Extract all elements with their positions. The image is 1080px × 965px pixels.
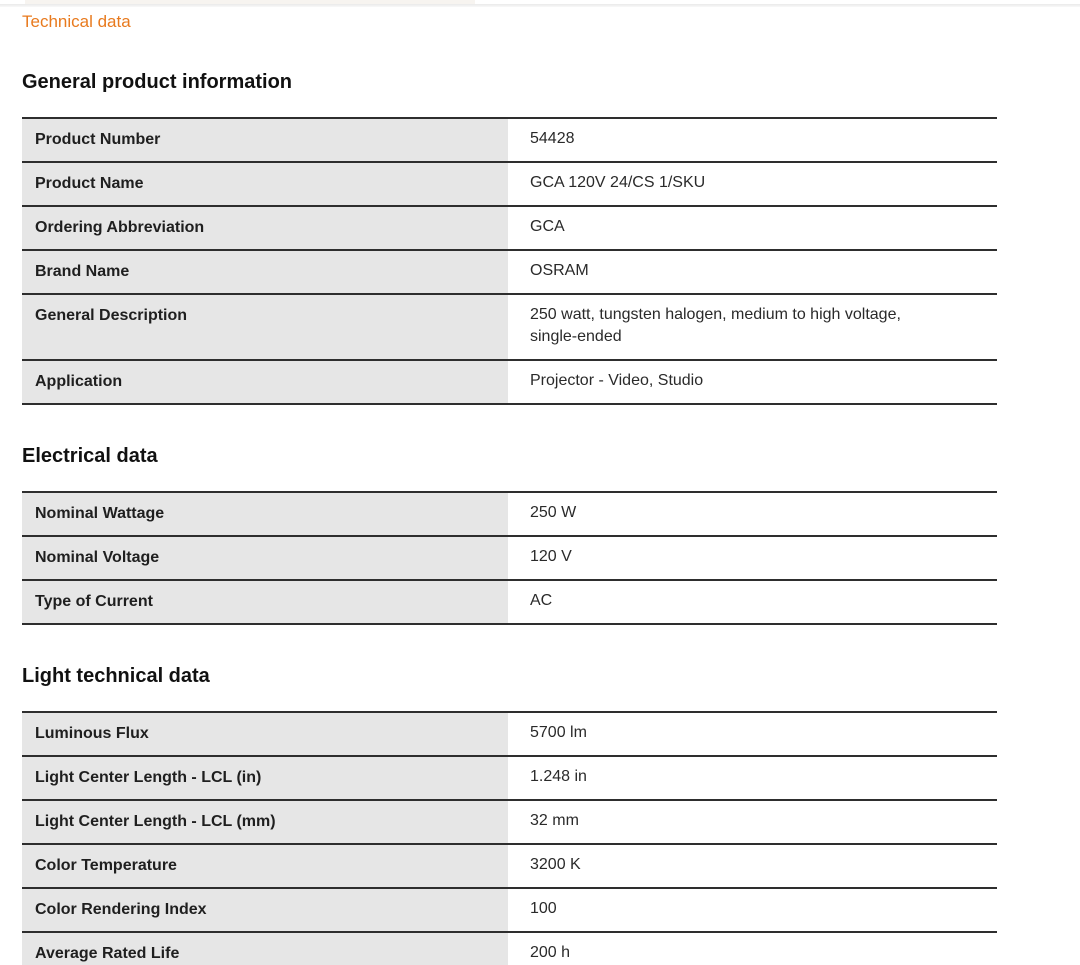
spec-value: 1.248 in: [508, 756, 997, 800]
top-divider: [0, 4, 1080, 7]
table-row: Light Center Length - LCL (in) 1.248 in: [22, 756, 997, 800]
spec-label: Color Rendering Index: [22, 888, 508, 932]
spec-label: Nominal Voltage: [22, 536, 508, 580]
spec-value: 200 h: [508, 932, 997, 965]
spec-value: 54428: [508, 118, 997, 162]
spec-label: Luminous Flux: [22, 712, 508, 756]
table-row: Type of Current AC: [22, 580, 997, 624]
table-row: Ordering Abbreviation GCA: [22, 206, 997, 250]
spec-label: Product Number: [22, 118, 508, 162]
spec-value: 3200 K: [508, 844, 997, 888]
table-row: Average Rated Life 200 h: [22, 932, 997, 965]
table-row: Color Temperature 3200 K: [22, 844, 997, 888]
spec-value: 250 W: [508, 492, 997, 536]
spec-value: AC: [508, 580, 997, 624]
spec-label: Light Center Length - LCL (mm): [22, 800, 508, 844]
spec-label: Average Rated Life: [22, 932, 508, 965]
spec-value: Projector - Video, Studio: [508, 360, 997, 404]
spec-label: Light Center Length - LCL (in): [22, 756, 508, 800]
spec-label: Product Name: [22, 162, 508, 206]
table-row: Nominal Voltage 120 V: [22, 536, 997, 580]
table-row: Product Name GCA 120V 24/CS 1/SKU: [22, 162, 997, 206]
table-row: Light Center Length - LCL (mm) 32 mm: [22, 800, 997, 844]
section-heading-general-product-information: General product information: [22, 71, 293, 93]
table-row: Nominal Wattage 250 W: [22, 492, 997, 536]
spec-label: Color Temperature: [22, 844, 508, 888]
spec-value: 5700 lm: [508, 712, 997, 756]
spec-value: OSRAM: [508, 250, 997, 294]
technical-data-link[interactable]: Technical data: [22, 12, 131, 31]
electrical-data-table: Nominal Wattage 250 W Nominal Voltage 12…: [22, 491, 997, 625]
spec-value: 32 mm: [508, 800, 997, 844]
spec-label: Type of Current: [22, 580, 508, 624]
spec-label: General Description: [22, 294, 508, 360]
table-row: Application Projector - Video, Studio: [22, 360, 997, 404]
spec-value: 250 watt, tungsten halogen, medium to hi…: [508, 294, 997, 360]
spec-value: GCA: [508, 206, 997, 250]
spec-label: Ordering Abbreviation: [22, 206, 508, 250]
table-row: Brand Name OSRAM: [22, 250, 997, 294]
table-row: Luminous Flux 5700 lm: [22, 712, 997, 756]
section-heading-electrical-data: Electrical data: [22, 445, 158, 467]
spec-label: Brand Name: [22, 250, 508, 294]
table-row: Product Number 54428: [22, 118, 997, 162]
clipped-content-fragment: [25, 0, 475, 4]
content-area: Technical data General product informati…: [22, 0, 997, 965]
light-technical-data-table: Luminous Flux 5700 lm Light Center Lengt…: [22, 711, 997, 965]
spec-value: 120 V: [508, 536, 997, 580]
spec-value: 100: [508, 888, 997, 932]
spec-value: GCA 120V 24/CS 1/SKU: [508, 162, 997, 206]
table-row: General Description 250 watt, tungsten h…: [22, 294, 997, 360]
spec-label: Application: [22, 360, 508, 404]
spec-label: Nominal Wattage: [22, 492, 508, 536]
section-heading-light-technical-data: Light technical data: [22, 665, 210, 687]
table-row: Color Rendering Index 100: [22, 888, 997, 932]
general-product-information-table: Product Number 54428 Product Name GCA 12…: [22, 117, 997, 405]
